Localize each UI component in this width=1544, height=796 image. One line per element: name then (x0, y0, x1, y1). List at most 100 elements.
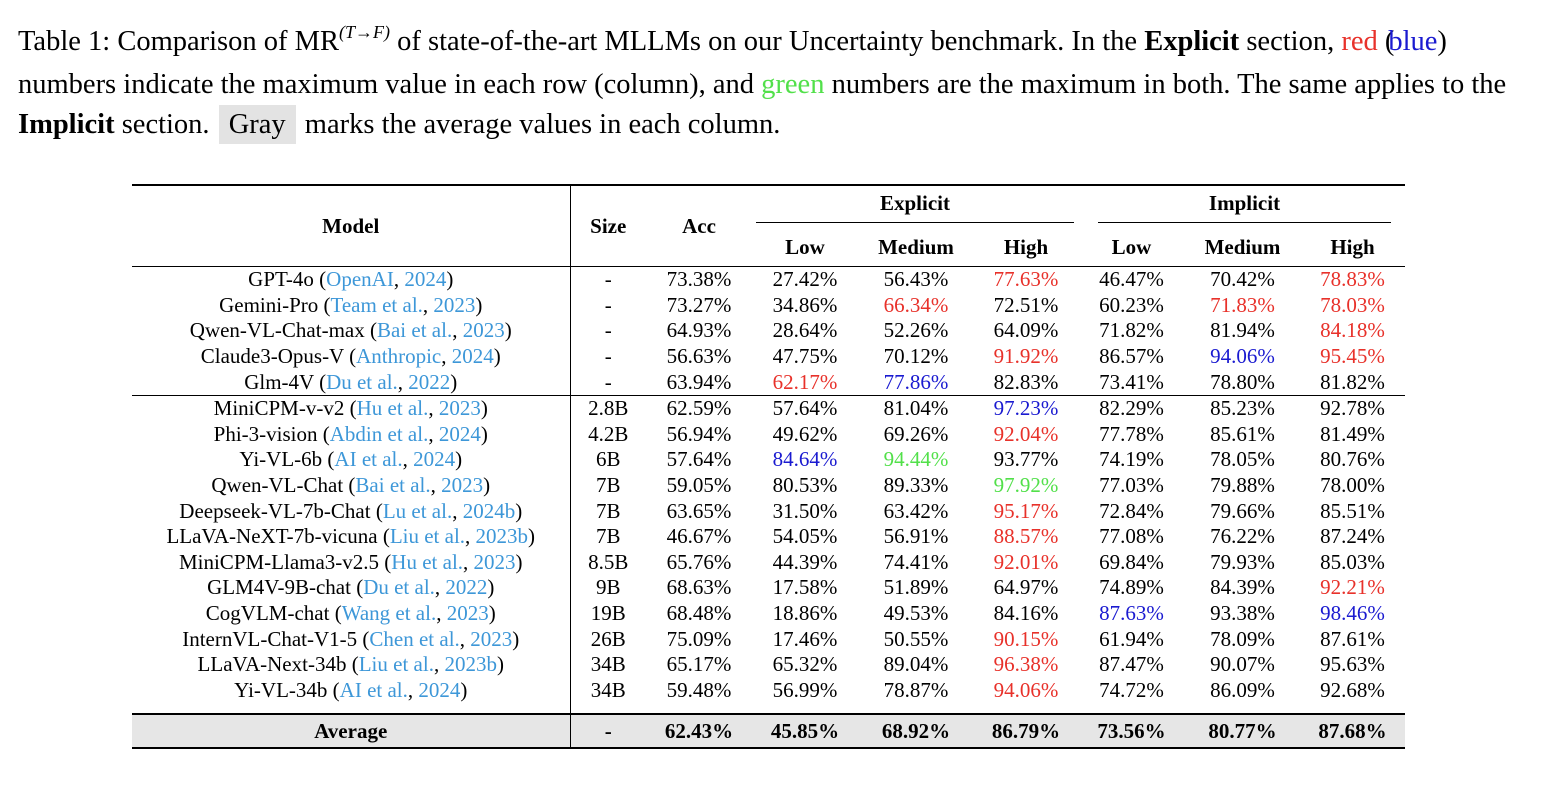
citation-year[interactable]: 2023b (444, 652, 497, 677)
model-cell: Yi-VL-6b (AI et al., 2024) (132, 447, 571, 473)
citation-year[interactable]: 2022 (408, 369, 451, 394)
citation-author[interactable]: Liu et al. (389, 524, 466, 549)
citation-year[interactable]: 2023 (470, 626, 513, 651)
model-cell: CogVLM-chat (Wang et al., 2023) (132, 600, 571, 627)
table-row: Qwen-VL-Chat (Bai et al., 2023) 7B 59.05% 8… (132, 472, 1405, 499)
size-cell: 34B (590, 677, 626, 702)
size-cell: 19B (590, 601, 626, 626)
value-cell: 81.49% (1320, 421, 1385, 446)
size-cell: 4.2B (588, 421, 629, 446)
citation-year[interactable]: 2024 (404, 267, 447, 292)
model-name: Phi-3-vision (213, 421, 318, 446)
model-name: Gemini-Pro (219, 292, 319, 317)
model-cell: InternVL-Chat-V1-5 (Chen et al., 2023) (132, 626, 571, 652)
value-cell: 97.92% (993, 473, 1059, 498)
citation-year[interactable]: 2023 (441, 473, 484, 498)
value-cell: 56.91% (883, 524, 949, 549)
model-cell: MiniCPM-v-v2 (Hu et al., 2023) (132, 394, 571, 422)
citation-author[interactable]: AI et al. (334, 447, 403, 472)
citation-author[interactable]: Chen et al. (369, 626, 460, 651)
value-cell: 94.06% (1210, 344, 1275, 369)
size-cell: 9B (595, 575, 621, 600)
size-cell: - (604, 292, 612, 317)
value-cell: 74.19% (1099, 447, 1164, 472)
value-cell: 28.64% (772, 318, 838, 343)
citation-author[interactable]: Abdin et al. (329, 421, 429, 446)
acc-cell: 68.63% (666, 575, 732, 600)
table-row: GLM4V-9B-chat (Du et al., 2022) 9B 68.63% 1… (132, 575, 1405, 601)
citation-author[interactable]: Lu et al. (382, 498, 453, 523)
citation-year[interactable]: 2024 (438, 421, 481, 446)
average-acc: 62.43% (646, 713, 752, 750)
value-cell: 84.64% (772, 447, 838, 472)
citation-author[interactable]: Bai et al. (376, 318, 453, 343)
citation-year[interactable]: 2023 (446, 601, 489, 626)
citation-author[interactable]: Wang et al. (341, 601, 437, 626)
model-name: Yi-VL-34b (234, 677, 328, 702)
value-cell: 87.24% (1320, 524, 1385, 549)
value-cell: 84.18% (1320, 318, 1385, 343)
size-cell: 8.5B (588, 549, 629, 574)
model-name: Qwen-VL-Chat (211, 473, 344, 498)
citation-author[interactable]: Du et al. (326, 369, 398, 394)
citation-author[interactable]: Anthropic (356, 344, 442, 369)
citation-year[interactable]: 2023 (462, 318, 505, 343)
value-cell: 27.42% (772, 267, 838, 292)
table-row: Claude3-Opus-V (Anthropic, 2024) - 56.63% 4… (132, 343, 1405, 370)
citation-author[interactable]: Hu et al. (356, 396, 429, 421)
citation-year[interactable]: 2024 (418, 677, 461, 702)
citation-author[interactable]: OpenAI (326, 267, 394, 292)
citation-year[interactable]: 2023 (473, 549, 516, 574)
citation-year[interactable]: 2023 (438, 396, 481, 421)
value-cell: 77.86% (883, 369, 949, 394)
value-cell: 84.16% (993, 601, 1059, 626)
citation-year[interactable]: 2023b (475, 524, 529, 549)
value-cell: 51.89% (883, 575, 949, 600)
value-cell: 91.92% (993, 344, 1059, 369)
value-cell: 17.58% (772, 575, 838, 600)
model-cell: Gemini-Pro (Team et al., 2023) (132, 292, 571, 319)
model-cell: Deepseek-VL-7b-Chat (Lu et al., 2024b) (132, 498, 571, 524)
value-cell: 90.07% (1210, 652, 1275, 677)
average-label: Average (132, 713, 571, 750)
model-name: LLaVA-NeXT-7b-vicuna (166, 524, 378, 549)
citation-year[interactable]: 2024 (413, 447, 456, 472)
table-row: Yi-VL-34b (AI et al., 2024) 34B 59.48% 56.9… (132, 677, 1405, 704)
value-cell: 97.23% (974, 394, 1078, 422)
value-cell: 98.46% (1320, 601, 1385, 626)
table-row: InternVL-Chat-V1-5 (Chen et al., 2023) 26… (132, 626, 1405, 652)
size-cell: 6B (595, 447, 621, 472)
header-explicit-medium: Medium (878, 234, 954, 259)
value-cell: 31.50% (772, 498, 838, 523)
citation-author[interactable]: Du et al. (363, 575, 435, 600)
header-row-1: Model Size Acc Explicit Implicit (132, 185, 1405, 267)
citation-author[interactable]: Bai et al. (355, 473, 431, 498)
acc-cell: 62.59% (646, 394, 752, 422)
citation-year[interactable]: 2024 (451, 344, 494, 369)
value-cell: 95.45% (1320, 344, 1385, 369)
value-cell: 77.78% (1099, 421, 1164, 446)
citation-author[interactable]: Liu et al. (358, 652, 434, 677)
citation-year[interactable]: 2024b (462, 498, 516, 523)
header-model: Model (132, 185, 571, 267)
value-cell: 92.21% (1320, 575, 1385, 600)
value-cell: 90.15% (993, 626, 1059, 651)
value-cell: 81.82% (1320, 369, 1385, 394)
model-cell: Claude3-Opus-V (Anthropic, 2024) (132, 343, 571, 370)
value-cell: 69.84% (1099, 549, 1164, 574)
value-cell: 80.53% (772, 473, 838, 498)
value-cell: 92.68% (1320, 677, 1385, 702)
value-cell: 56.99% (772, 677, 838, 702)
value-cell: 69.26% (883, 421, 949, 446)
value-cell: 95.63% (1320, 652, 1385, 677)
citation-author[interactable]: Hu et al. (391, 549, 464, 574)
header-implicit-low: Low (1111, 234, 1152, 259)
value-cell: 60.23% (1099, 292, 1164, 317)
header-size: Size (590, 213, 627, 238)
citation-author[interactable]: AI et al. (339, 677, 408, 702)
citation-year[interactable]: 2023 (433, 292, 476, 317)
citation-author[interactable]: Team et al. (330, 292, 423, 317)
value-cell: 61.94% (1099, 626, 1164, 651)
acc-cell: 73.27% (666, 292, 732, 317)
citation-year[interactable]: 2022 (445, 575, 488, 600)
